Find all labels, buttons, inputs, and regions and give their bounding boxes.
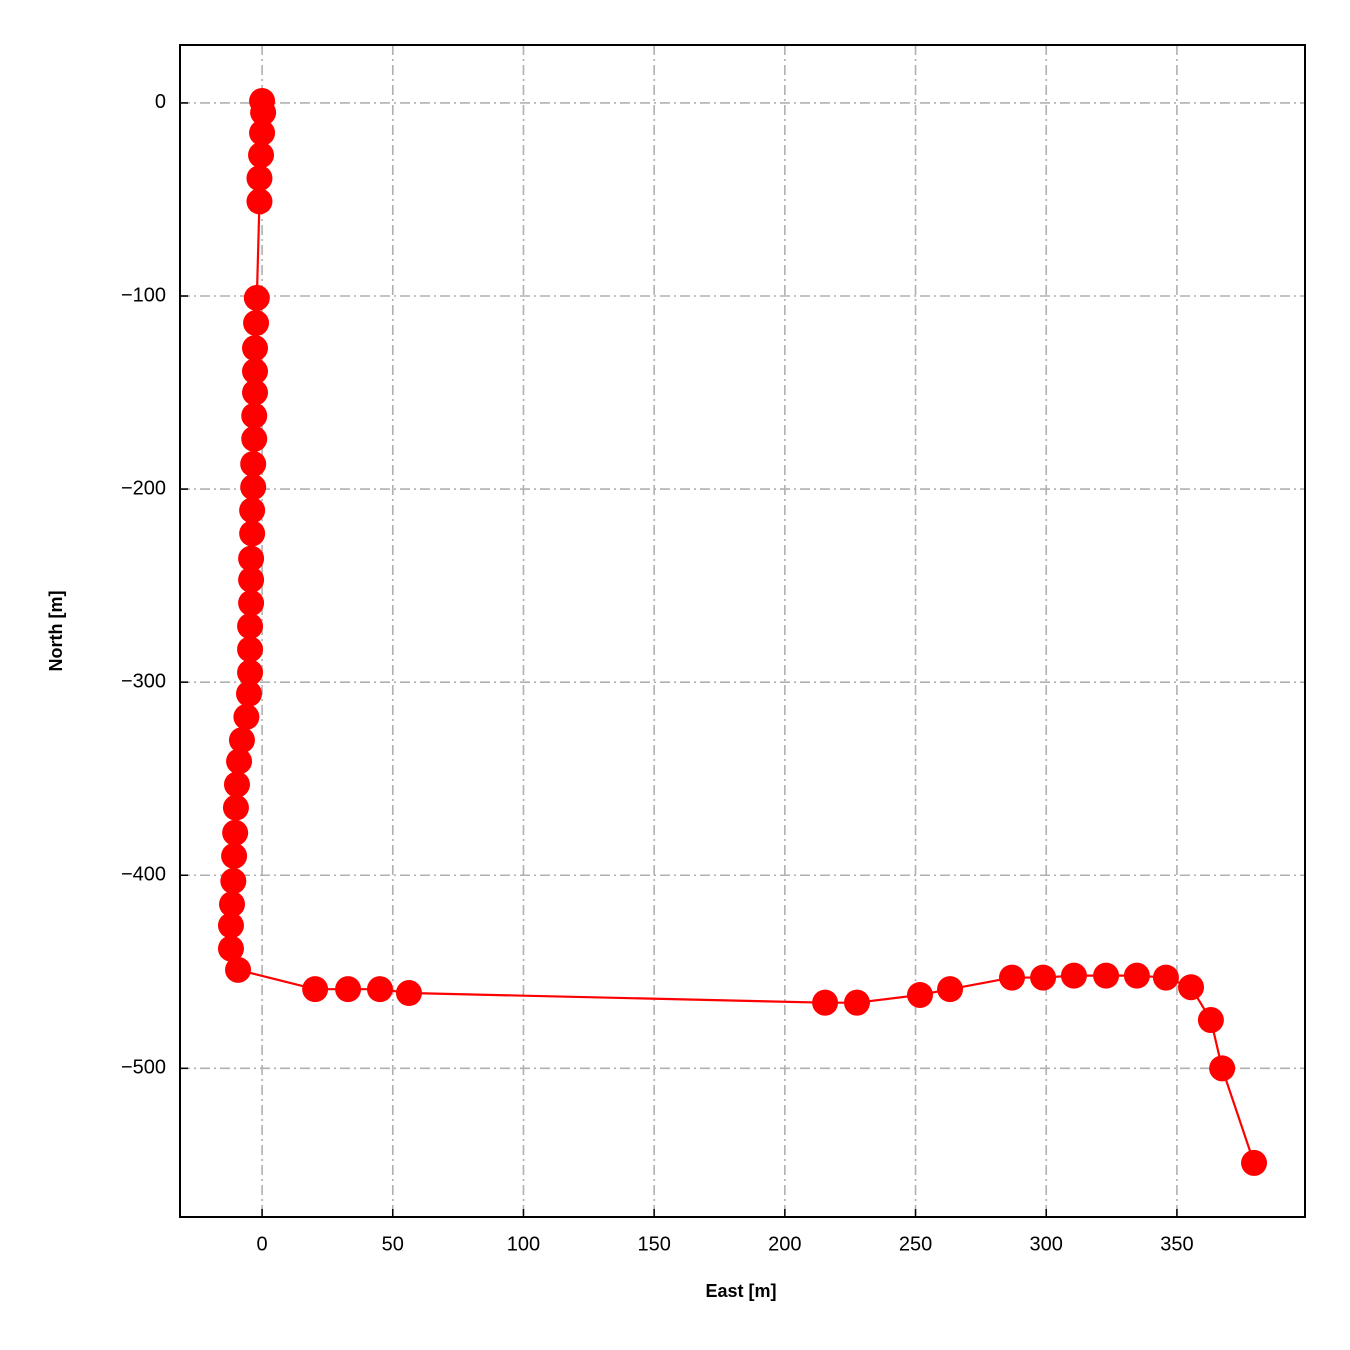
data-point [1123,962,1150,989]
data-point [243,284,270,311]
data-point [1178,974,1205,1001]
data-point [1152,964,1179,991]
x-tick-label: 100 [507,1233,540,1255]
data-point [221,842,248,869]
data-point [223,771,250,798]
data-point [242,358,269,385]
data-point [335,976,362,1003]
data-point [228,727,255,754]
data-point [249,119,276,146]
data-point [238,566,265,593]
data-point [243,310,270,337]
data-point [250,99,277,126]
data-point [225,956,252,983]
y-tick-label: −100 [121,284,166,306]
data-point [366,976,393,1003]
data-point [246,165,273,192]
x-tick-label: 350 [1160,1233,1193,1255]
data-point [241,402,268,429]
data-point [238,590,265,617]
data-point [1093,962,1120,989]
data-point [222,819,249,846]
x-axis-title: East [m] [705,1281,776,1301]
data-point [237,613,264,640]
data-point [906,981,933,1008]
data-point [237,659,264,686]
data-point [242,379,269,406]
data-point [1209,1055,1236,1082]
data-point [395,980,422,1007]
data-point [843,989,870,1016]
data-point [220,868,247,895]
data-point [242,335,269,362]
data-point [937,976,964,1003]
data-point [302,976,329,1003]
data-point [246,188,273,215]
data-point [1030,964,1057,991]
data-point [240,450,267,477]
data-line [229,100,1256,1164]
data-point [1241,1149,1268,1176]
data-point [812,989,839,1016]
x-tick-label: 50 [382,1233,404,1255]
x-tick-label: 150 [637,1233,670,1255]
y-tick-label: −200 [121,477,166,499]
y-tick-label: −500 [121,1057,166,1079]
x-tick-label: 200 [768,1233,801,1255]
data-point [1060,962,1087,989]
y-tick-label: 0 [155,91,166,113]
data-point [1197,1007,1224,1034]
data-point [248,142,275,169]
data-point [222,794,249,821]
data-point [237,636,264,663]
y-tick-label: −400 [121,864,166,886]
data-point [240,474,267,501]
x-tick-label: 0 [257,1233,268,1255]
x-tick-label: 250 [899,1233,932,1255]
data-point [226,748,253,775]
data-point [217,935,244,962]
data-point [236,680,263,707]
y-tick-label: −300 [121,670,166,692]
data-point [998,964,1025,991]
data-point [217,912,244,939]
x-tick-label: 300 [1030,1233,1063,1255]
data-point [233,703,260,730]
y-axis-title: North [m] [46,591,66,672]
data-point [241,425,268,452]
data-point [239,520,266,547]
plot-frame [179,44,1306,1218]
data-point [219,891,246,918]
data-point [238,545,265,572]
data-point [239,497,266,524]
